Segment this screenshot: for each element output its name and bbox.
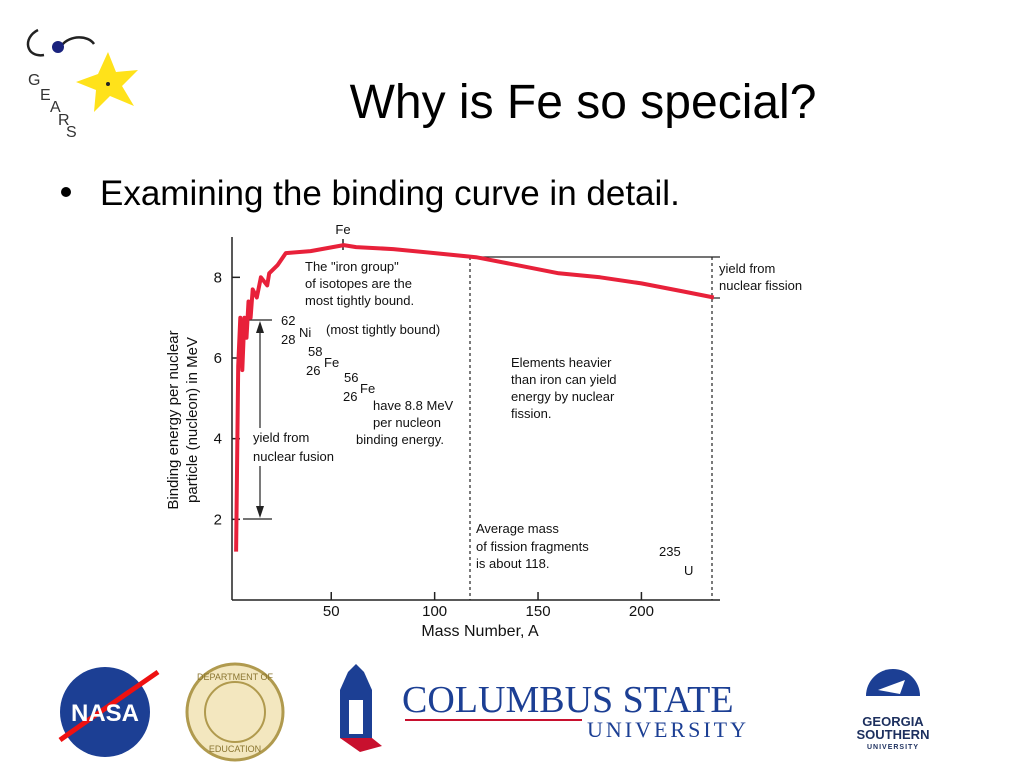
annotation: Elements heavier (511, 355, 612, 370)
arrow-head (256, 321, 264, 333)
logo-letter: A (50, 99, 61, 116)
annotation: of fission fragments (476, 539, 589, 554)
annotation: nuclear fission (719, 278, 802, 293)
logo-dot (52, 41, 64, 53)
annotation: is about 118. (476, 556, 549, 571)
logo-emblem (866, 669, 920, 696)
logo-arc (26, 28, 45, 57)
logo-star (76, 52, 138, 112)
annotation: Fe (335, 222, 350, 237)
annotation: 28 (281, 332, 295, 347)
annotation: 26 (306, 363, 320, 378)
annotation: Ni (299, 325, 311, 340)
annotation: fission. (511, 406, 551, 421)
annotation: yield from (253, 430, 309, 445)
annotation: 235 (659, 544, 681, 559)
logo-text: UNIVERSITY (867, 744, 919, 751)
logo-circle (204, 681, 266, 743)
y-axis-label: Binding energy per nuclear (165, 330, 182, 509)
annotation: of isotopes are the (305, 276, 412, 291)
annotation: Fe (360, 381, 375, 396)
seal-logo: DEPARTMENT OF EDUCATION (185, 662, 285, 762)
logo-text: SOUTHERN (857, 727, 930, 742)
logo-text: UNIVERSITY (587, 717, 749, 742)
annotation: Fe (324, 355, 339, 370)
chart: Mass Number, A Binding energy per nuclea… (165, 222, 802, 640)
annotation: most tightly bound. (305, 293, 414, 308)
bullet-text: Examining the binding curve in detail. (100, 174, 680, 213)
annotation: have 8.8 MeV (373, 398, 454, 413)
bullet-dot (61, 187, 71, 197)
y-tick-label: 2 (214, 511, 222, 528)
y-tick-label: 4 (214, 431, 222, 448)
annotation: (most tightly bound) (326, 322, 440, 337)
annotation: energy by nuclear (511, 389, 615, 404)
annotation: 58 (308, 344, 322, 359)
arrow-head (256, 506, 264, 518)
x-tick-label: 100 (422, 603, 447, 620)
y-axis-label: particle (nucleon) in MeV (184, 337, 201, 503)
annotation: 62 (281, 313, 295, 328)
logo-circle (185, 662, 285, 762)
annotation: 56 (344, 370, 358, 385)
annotation: Average mass (476, 521, 559, 536)
y-tick-label: 6 (214, 350, 222, 367)
logo-dot (106, 82, 110, 86)
annotation: 26 (343, 389, 357, 404)
gears-logo: G E A R S (26, 28, 138, 141)
logo-letter: E (40, 87, 51, 104)
georgia-southern-logo: GEORGIA SOUTHERN UNIVERSITY (857, 669, 930, 751)
logo-circle (60, 667, 150, 757)
logo-letter: G (28, 72, 40, 89)
x-axis-label: Mass Number, A (421, 623, 539, 640)
annotation: yield from (719, 261, 775, 276)
binding-curve (234, 243, 715, 552)
logo-base (340, 738, 382, 752)
slide-title: Why is Fe so special? (350, 76, 817, 129)
y-tick-label: 8 (214, 269, 222, 286)
x-tick-label: 50 (323, 603, 340, 620)
logo-swoosh (58, 669, 160, 743)
logo-text: EDUCATION (209, 744, 261, 754)
annotation: per nucleon (373, 415, 441, 430)
logo-eagle (878, 680, 905, 694)
annotation: nuclear fusion (253, 449, 334, 464)
logo-arc (61, 36, 96, 46)
logo-text: NASA (71, 700, 139, 727)
annotation: The "iron group" (305, 259, 399, 274)
x-tick-label: 200 (629, 603, 654, 620)
annotation: than iron can yield (511, 372, 617, 387)
x-tick-label: 150 (526, 603, 551, 620)
logo-text: DEPARTMENT OF (197, 672, 274, 682)
logo-letter: S (66, 124, 77, 141)
nasa-logo: NASA (58, 667, 160, 757)
annotation: U (684, 563, 693, 578)
columbus-logo: COLUMBUS STATE UNIVERSITY (340, 664, 749, 752)
logo-text: GEORGIA (862, 714, 924, 729)
logo-text: COLUMBUS STATE (402, 679, 734, 721)
logo-window (349, 700, 363, 734)
logo-letter: R (58, 112, 70, 129)
annotation: binding energy. (356, 432, 444, 447)
